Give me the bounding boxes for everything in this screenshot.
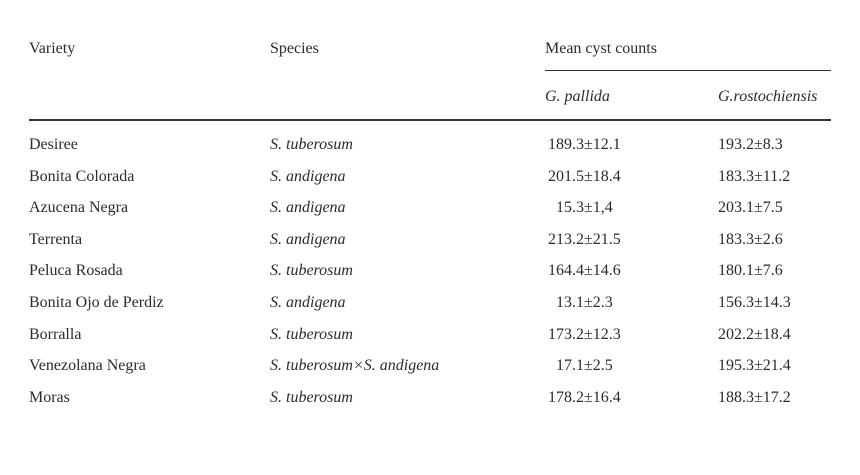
- cell-g-rostochiensis: 180.1±7.6: [718, 262, 783, 279]
- header-mean-cyst-counts: Mean cyst counts: [545, 40, 657, 57]
- header-g-pallida: G. pallida: [545, 88, 610, 105]
- cell-g-pallida: 164.4±14.6: [548, 262, 621, 279]
- cell-g-rostochiensis: 183.3±2.6: [718, 231, 783, 248]
- cell-g-rostochiensis: 183.3±11.2: [718, 168, 791, 185]
- header-variety: Variety: [29, 40, 76, 57]
- cell-g-pallida: 13.1±2.3: [556, 294, 613, 311]
- cell-species: S. andigena: [270, 294, 346, 311]
- cell-variety: Desiree: [29, 136, 78, 153]
- cell-variety: Peluca Rosada: [29, 262, 123, 279]
- cell-species: S. tuberosum: [270, 326, 353, 343]
- cell-species: S. andigena: [270, 231, 346, 248]
- cell-g-rostochiensis: 156.3±14.3: [718, 294, 791, 311]
- cell-g-pallida: 189.3±12.1: [548, 136, 621, 153]
- cell-variety: Bonita Ojo de Perdiz: [29, 294, 164, 311]
- cell-species: S. andigena: [270, 199, 346, 216]
- cell-g-pallida: 17.1±2.5: [556, 357, 613, 374]
- cell-variety: Azucena Negra: [29, 199, 129, 216]
- cell-species: S. tuberosum×S. andigena: [270, 357, 440, 374]
- header-rule: [29, 119, 831, 121]
- cell-g-pallida: 213.2±21.5: [548, 231, 621, 248]
- cell-variety: Terrenta: [29, 231, 83, 248]
- cell-variety: Venezolana Negra: [29, 357, 146, 374]
- cell-g-rostochiensis: 195.3±21.4: [718, 357, 791, 374]
- group-header-rule: [545, 70, 831, 71]
- cell-species: S. tuberosum: [270, 389, 353, 406]
- cell-variety: Bonita Colorada: [29, 168, 135, 185]
- cell-g-rostochiensis: 202.2±18.4: [718, 326, 791, 343]
- cell-variety: Moras: [29, 389, 70, 406]
- cell-g-pallida: 201.5±18.4: [548, 168, 621, 185]
- cell-variety: Borralla: [29, 326, 82, 343]
- cell-g-pallida: 15.3±1,4: [556, 199, 613, 216]
- cell-species: S. tuberosum: [270, 136, 353, 153]
- cell-g-rostochiensis: 188.3±17.2: [718, 389, 791, 406]
- header-species: Species: [270, 40, 319, 57]
- cell-species: S. tuberosum: [270, 262, 353, 279]
- cell-g-pallida: 173.2±12.3: [548, 326, 621, 343]
- cell-species: S. andigena: [270, 168, 346, 185]
- cell-g-rostochiensis: 203.1±7.5: [718, 199, 783, 216]
- header-g-rostochiensis: G.rostochiensis: [718, 88, 818, 105]
- cell-g-rostochiensis: 193.2±8.3: [718, 136, 783, 153]
- cell-g-pallida: 178.2±16.4: [548, 389, 621, 406]
